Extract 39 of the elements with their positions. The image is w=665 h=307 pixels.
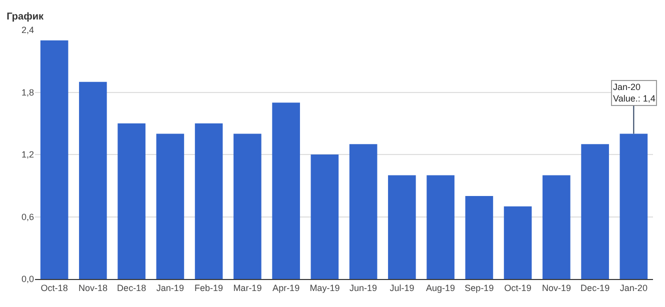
x-tick-label: Oct-18 bbox=[40, 282, 68, 293]
bar bbox=[581, 144, 609, 279]
bar bbox=[272, 102, 300, 279]
annotation: Jan-20 Value.: 1,4 bbox=[613, 82, 656, 104]
x-tick-label: Dec-19 bbox=[580, 282, 610, 293]
bar bbox=[426, 175, 454, 279]
x-tick-label: Nov-18 bbox=[78, 282, 108, 293]
x-tick-label: Jul-19 bbox=[390, 282, 414, 293]
x-tick-label: Jan-19 bbox=[156, 282, 184, 293]
x-tick-label: Aug-19 bbox=[426, 282, 456, 293]
x-tick-label: Mar-19 bbox=[233, 282, 262, 293]
x-tick-label: Sep-19 bbox=[464, 282, 494, 293]
y-tick-label: 1,8 bbox=[21, 87, 34, 98]
x-tick-label: May-19 bbox=[310, 282, 340, 293]
y-tick-label: 1,2 bbox=[21, 150, 34, 160]
x-tick-label: Jun-19 bbox=[350, 282, 378, 293]
bar bbox=[465, 196, 494, 279]
bar bbox=[542, 175, 570, 279]
chart-title: График bbox=[6, 11, 45, 22]
bar bbox=[79, 82, 107, 279]
bar bbox=[388, 175, 416, 279]
bar bbox=[194, 123, 223, 279]
x-tick-label: Nov-19 bbox=[542, 282, 571, 293]
x-tick-label: Oct-19 bbox=[504, 282, 532, 293]
y-tick-label: 2,4 bbox=[21, 25, 34, 36]
bar bbox=[504, 206, 532, 279]
bar bbox=[234, 134, 262, 279]
bar bbox=[310, 154, 339, 279]
bar bbox=[620, 134, 648, 279]
x-tick-label: Apr-19 bbox=[272, 282, 300, 293]
bar bbox=[349, 144, 378, 279]
x-tick-label: Feb-19 bbox=[194, 282, 224, 293]
bar bbox=[40, 40, 68, 279]
bar bbox=[118, 123, 146, 279]
x-tick-label: Jan-20 bbox=[620, 282, 648, 293]
y-tick-label: 0,6 bbox=[21, 212, 34, 222]
y-tick-label: 0,0 bbox=[21, 274, 34, 284]
x-tick-label: Dec-18 bbox=[117, 282, 146, 293]
bar bbox=[156, 134, 184, 279]
